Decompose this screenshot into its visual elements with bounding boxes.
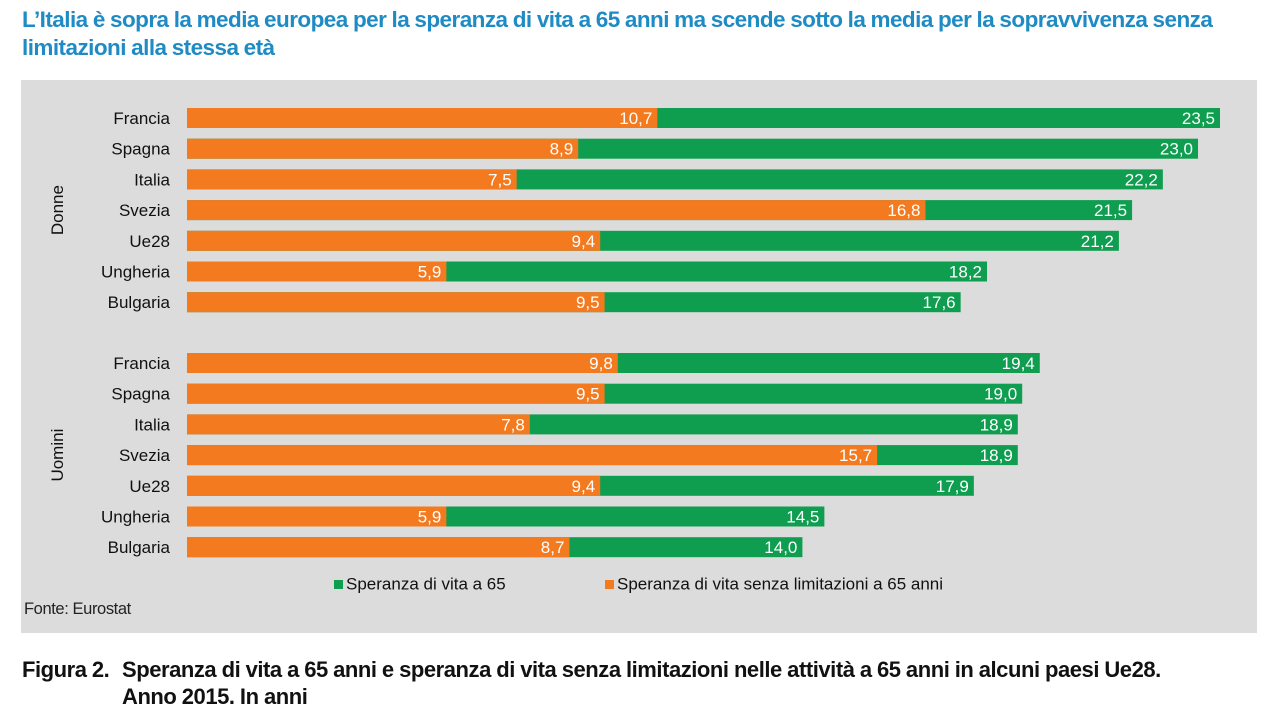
- group-label-donne: Donne: [48, 185, 67, 235]
- value-label-life-donne-ungheria: 18,2: [949, 263, 982, 282]
- category-label-uomini-svezia: Svezia: [119, 446, 171, 465]
- value-label-healthy-donne-svezia: 16,8: [887, 201, 920, 220]
- value-label-life-uomini-spagna: 19,0: [984, 385, 1017, 404]
- bar-healthy-donne-svezia: [187, 200, 926, 221]
- value-label-healthy-uomini-spagna: 9,5: [576, 385, 600, 404]
- value-label-life-uomini-francia: 19,4: [1002, 354, 1035, 373]
- category-label-donne-ue28: Ue28: [129, 232, 170, 251]
- value-label-life-uomini-bulgaria: 14,0: [764, 538, 797, 557]
- value-label-healthy-uomini-italia: 7,8: [501, 415, 525, 434]
- bar-healthy-uomini-bulgaria: [187, 537, 570, 558]
- bar-healthy-donne-bulgaria: [187, 292, 605, 313]
- value-label-life-uomini-ue28: 17,9: [936, 477, 969, 496]
- legend-swatch-2: [605, 580, 614, 589]
- bar-healthy-uomini-italia: [187, 414, 530, 435]
- legend-swatch-1: [334, 580, 343, 589]
- chart-headline: L’Italia è sopra la media europea per la…: [22, 7, 1213, 60]
- value-label-healthy-donne-italia: 7,5: [488, 170, 512, 189]
- bar-healthy-donne-ungheria: [187, 261, 447, 282]
- value-label-life-uomini-italia: 18,9: [980, 415, 1013, 434]
- value-label-life-donne-spagna: 23,0: [1160, 140, 1193, 159]
- value-label-healthy-donne-ungheria: 5,9: [418, 263, 442, 282]
- bar-chart: Francia 23,5 10,7 Spagna 23,0 8,9 Italia 22,2 7,…: [48, 108, 1220, 594]
- category-label-donne-bulgaria: Bulgaria: [108, 293, 171, 312]
- figure-caption-line2: Anno 2015. In anni: [122, 684, 308, 709]
- legend-label-2: Speranza di vita senza limitazioni a 65 …: [617, 575, 943, 594]
- bar-healthy-donne-italia: [187, 169, 517, 190]
- legend-label-1: Speranza di vita a 65: [346, 575, 506, 594]
- value-label-healthy-donne-ue28: 9,4: [572, 232, 596, 251]
- category-label-donne-spagna: Spagna: [111, 140, 170, 159]
- bar-healthy-uomini-francia: [187, 353, 618, 373]
- bar-healthy-uomini-ue28: [187, 475, 601, 496]
- category-label-uomini-bulgaria: Bulgaria: [108, 538, 171, 557]
- value-label-healthy-uomini-bulgaria: 8,7: [541, 538, 565, 557]
- chart-panel: Francia 23,5 10,7 Spagna 23,0 8,9 Italia 22,2 7,…: [21, 80, 1257, 633]
- bar-healthy-uomini-spagna: [187, 383, 605, 404]
- category-label-donne-francia: Francia: [113, 109, 170, 128]
- value-label-life-donne-ue28: 21,2: [1081, 232, 1114, 251]
- value-label-life-donne-svezia: 21,5: [1094, 201, 1127, 220]
- category-label-uomini-francia: Francia: [113, 354, 170, 373]
- category-label-donne-ungheria: Ungheria: [101, 263, 171, 282]
- value-label-healthy-uomini-ungheria: 5,9: [418, 508, 442, 527]
- category-label-uomini-ungheria: Ungheria: [101, 508, 171, 527]
- bar-healthy-uomini-ungheria: [187, 506, 447, 527]
- figure-caption: Figura 2. Speranza di vita a 65 anni e sp…: [22, 656, 1262, 710]
- value-label-life-donne-francia: 23,5: [1182, 109, 1215, 128]
- value-label-healthy-donne-spagna: 8,9: [550, 140, 574, 159]
- category-label-donne-svezia: Svezia: [119, 201, 171, 220]
- value-label-life-donne-italia: 22,2: [1125, 170, 1158, 189]
- category-label-uomini-spagna: Spagna: [111, 385, 170, 404]
- group-label-uomini: Uomini: [48, 429, 67, 482]
- value-label-healthy-donne-francia: 10,7: [619, 109, 652, 128]
- value-label-healthy-uomini-francia: 9,8: [589, 354, 613, 373]
- value-label-life-donne-bulgaria: 17,6: [923, 293, 956, 312]
- value-label-life-uomini-svezia: 18,9: [980, 446, 1013, 465]
- figure-caption-line1: Speranza di vita a 65 anni e speranza di…: [122, 657, 1161, 682]
- figure-number: Figura 2.: [22, 657, 110, 682]
- bar-healthy-donne-francia: [187, 108, 658, 128]
- category-label-uomini-ue28: Ue28: [129, 477, 170, 496]
- value-label-life-uomini-ungheria: 14,5: [786, 508, 819, 527]
- value-label-healthy-uomini-ue28: 9,4: [572, 477, 596, 496]
- value-label-healthy-uomini-svezia: 15,7: [839, 446, 872, 465]
- category-label-donne-italia: Italia: [134, 170, 170, 189]
- source-note: Fonte: Eurostat: [24, 600, 131, 618]
- bar-healthy-donne-ue28: [187, 230, 601, 251]
- category-label-uomini-italia: Italia: [134, 415, 170, 434]
- value-label-healthy-donne-bulgaria: 9,5: [576, 293, 600, 312]
- bar-healthy-donne-spagna: [187, 138, 579, 159]
- bar-healthy-uomini-svezia: [187, 445, 878, 466]
